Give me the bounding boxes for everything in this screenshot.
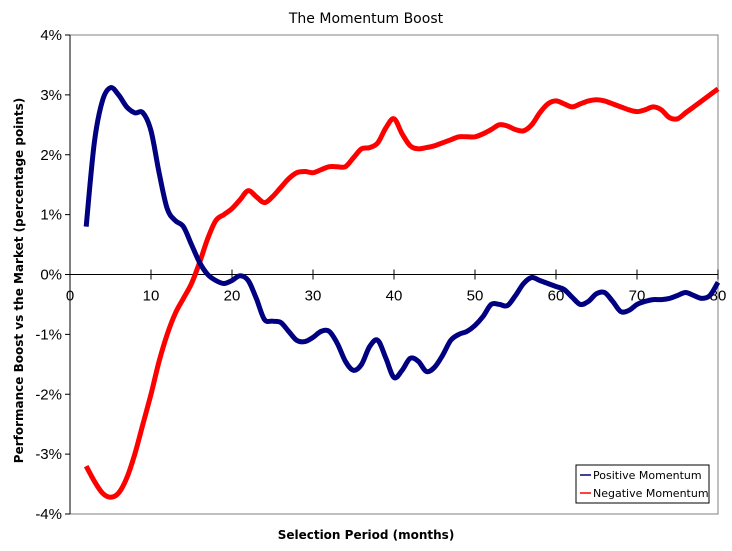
x-tick-label: 30 (305, 288, 322, 305)
y-tick-label: 1% (40, 207, 62, 224)
x-tick-label: 20 (224, 288, 241, 305)
legend-label-positive: Positive Momentum (593, 469, 702, 482)
y-axis: 4% 3% 2% 1% 0% -1% -2% -3% -4% (35, 27, 71, 523)
series-negative-momentum (83, 86, 720, 500)
x-tick-label: 60 (548, 288, 565, 305)
y-axis-title: Performance Boost vs the Market (percent… (12, 98, 26, 463)
x-axis-title: Selection Period (months) (278, 528, 455, 542)
y-tick-label: 3% (40, 87, 62, 104)
y-tick-label: 0% (40, 267, 62, 284)
chart-title: The Momentum Boost (288, 11, 444, 27)
x-axis: 0 10 20 30 40 50 60 70 80 (66, 269, 726, 305)
series-positive-momentum (83, 85, 721, 381)
series-layer (83, 85, 721, 500)
series-line (83, 85, 721, 381)
legend-label-negative: Negative Momentum (593, 487, 709, 500)
y-tick-label: -2% (35, 386, 62, 403)
x-tick-label: 50 (467, 288, 484, 305)
series-line (83, 86, 720, 500)
y-tick-label: 2% (40, 147, 62, 164)
x-tick-label: 40 (386, 288, 403, 305)
y-tick-label: -4% (35, 506, 62, 523)
legend: Positive Momentum Negative Momentum (575, 464, 710, 504)
legend-box (575, 464, 710, 504)
y-tick-label: -3% (35, 446, 62, 463)
x-tick-label: 0 (66, 288, 74, 305)
y-tick-label: -1% (35, 326, 62, 343)
x-tick-label: 10 (143, 288, 160, 305)
y-tick-label: 4% (40, 27, 62, 44)
